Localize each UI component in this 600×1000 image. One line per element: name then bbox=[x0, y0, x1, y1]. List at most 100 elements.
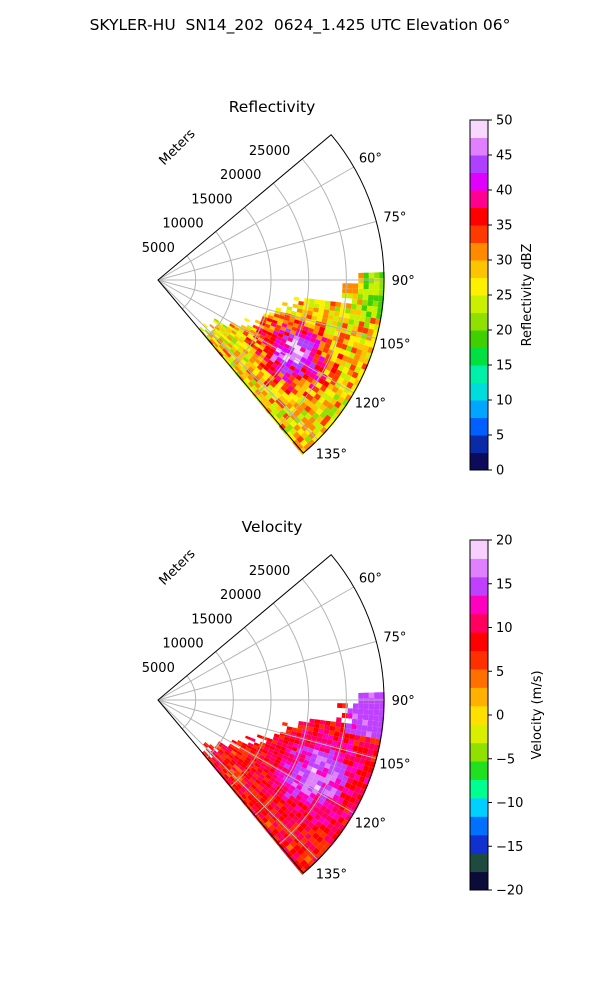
reflectivity-echo-cell bbox=[240, 359, 247, 365]
reflectivity-echo-cell bbox=[270, 387, 278, 395]
reflectivity-echo-cell bbox=[362, 299, 368, 306]
reflectivity-echo-cell bbox=[315, 408, 324, 416]
reflectivity-echo-cell bbox=[264, 371, 272, 378]
reflectivity-echo-cell bbox=[290, 329, 297, 336]
reflectivity-echo-cell bbox=[247, 374, 254, 382]
reflectivity-echo-cell bbox=[300, 366, 308, 374]
range-ring bbox=[254, 182, 310, 396]
reflectivity-echo-cell bbox=[323, 309, 330, 315]
reflectivity-echo-cell bbox=[344, 374, 352, 382]
reflectivity-echo-cell bbox=[339, 307, 346, 313]
reflectivity-echo-cell bbox=[261, 396, 269, 404]
reflectivity-echo-cell bbox=[300, 409, 309, 417]
reflectivity-echo-cell bbox=[311, 379, 319, 387]
reflectivity-echo-cell bbox=[310, 397, 318, 405]
reflectivity-echo-cell bbox=[246, 352, 253, 358]
reflectivity-echo-cell bbox=[313, 307, 319, 313]
reflectivity-echo-cell bbox=[314, 339, 321, 346]
azimuth-tick-label: 120° bbox=[355, 397, 386, 412]
reflectivity-echo-cell bbox=[216, 346, 223, 352]
reflectivity-echo-cell bbox=[335, 341, 343, 349]
reflectivity-echo-cell bbox=[357, 343, 365, 351]
reflectivity-echo-cell bbox=[286, 423, 294, 432]
range-tick-label: 5000 bbox=[142, 241, 175, 256]
reflectivity-echo-cell bbox=[271, 394, 279, 402]
reflectivity-echo-cell bbox=[323, 414, 332, 423]
reflectivity-colorbar: 0 5 10 15 20 25 30 35 40 45 50 bbox=[469, 114, 513, 479]
reflectivity-echo-cell bbox=[348, 376, 357, 384]
reflectivity-echo-cell bbox=[267, 350, 274, 357]
reflectivity-echo-cell bbox=[252, 344, 259, 351]
reflectivity-echo-cell bbox=[307, 327, 314, 334]
reflectivity-echo-cell bbox=[272, 330, 279, 336]
reflectivity-echo-cell bbox=[346, 357, 354, 365]
reflectivity-echo-cell bbox=[322, 347, 330, 354]
reflectivity-echo-cell bbox=[348, 318, 355, 326]
reflectivity-echo-cell bbox=[240, 324, 247, 330]
reflectivity-echo-cell bbox=[222, 324, 228, 329]
reflectivity-echo-cell bbox=[261, 390, 268, 397]
reflectivity-echo-cell bbox=[300, 356, 307, 364]
colorbar-segment bbox=[470, 382, 488, 401]
reflectivity-echo-cell bbox=[248, 381, 255, 388]
azimuth-gridline bbox=[157, 279, 377, 339]
reflectivity-echo-cell bbox=[311, 333, 318, 340]
reflectivity-echo-cell bbox=[351, 303, 357, 310]
reflectivity-echo-cell bbox=[343, 317, 350, 324]
reflectivity-echo-cell bbox=[309, 390, 317, 398]
reflectivity-echo-cell bbox=[366, 305, 373, 312]
reflectivity-echo-cell bbox=[330, 301, 336, 307]
reflectivity-echo-cell bbox=[324, 328, 331, 334]
reflectivity-echo-cell bbox=[215, 340, 221, 347]
reflectivity-echo-cell bbox=[253, 376, 260, 383]
reflectivity-echo-cell bbox=[345, 345, 353, 352]
reflectivity-echo-cell bbox=[283, 316, 290, 322]
reflectivity-echo-cell bbox=[254, 350, 261, 357]
reflectivity-echo-cell bbox=[267, 328, 275, 334]
reflectivity-echo-cell bbox=[298, 387, 306, 395]
reflectivity-echo-cell bbox=[290, 381, 297, 389]
reflectivity-echo-cell bbox=[288, 374, 296, 382]
reflectivity-echo-cell bbox=[285, 340, 292, 346]
reflectivity-echo-cell bbox=[343, 350, 351, 357]
reflectivity-echo-cell bbox=[309, 298, 315, 304]
reflectivity-echo-cell bbox=[301, 343, 308, 350]
reflectivity-echo-cell bbox=[229, 323, 235, 329]
reflectivity-echo-layer bbox=[198, 272, 385, 455]
reflectivity-echo-cell bbox=[243, 371, 250, 378]
reflectivity-echo-cell bbox=[320, 426, 328, 435]
reflectivity-echo-cell bbox=[287, 321, 294, 327]
reflectivity-echo-cell bbox=[330, 355, 337, 363]
reflectivity-echo-cell bbox=[367, 328, 374, 336]
reflectivity-echo-cell bbox=[223, 353, 230, 360]
reflectivity-echo-cell bbox=[268, 397, 276, 405]
reflectivity-echo-cell bbox=[298, 447, 307, 455]
reflectivity-echo-cell bbox=[341, 322, 349, 329]
reflectivity-echo-cell bbox=[225, 344, 232, 351]
reflectivity-echo-cell bbox=[308, 323, 316, 330]
colorbar-tick-label: 25 bbox=[496, 289, 513, 304]
reflectivity-echo-cell bbox=[269, 325, 276, 331]
reflectivity-echo-cell bbox=[304, 435, 312, 444]
colorbar-segment bbox=[470, 347, 488, 366]
reflectivity-echo-cell bbox=[275, 419, 283, 427]
reflectivity-echo-cell bbox=[327, 371, 335, 379]
reflectivity-echo-cell bbox=[281, 322, 288, 328]
reflectivity-echo-cell bbox=[250, 355, 257, 362]
reflectivity-echo-cell bbox=[281, 375, 289, 382]
reflectivity-echo-cell bbox=[236, 363, 243, 370]
reflectivity-echo-cell bbox=[334, 408, 343, 417]
colorbar-segment bbox=[470, 242, 488, 261]
reflectivity-echo-cell bbox=[319, 403, 327, 412]
reflectivity-echo-cell bbox=[234, 342, 241, 348]
reflectivity-echo-cell bbox=[242, 356, 249, 363]
reflectivity-echo-cell bbox=[259, 377, 266, 384]
reflectivity-echo-cell bbox=[322, 332, 329, 339]
reflectivity-echo-cell bbox=[357, 288, 364, 295]
reflectivity-echo-cell bbox=[251, 385, 258, 392]
reflectivity-echo-cell bbox=[356, 361, 364, 369]
reflectivity-echo-cell bbox=[265, 334, 272, 340]
colorbar-tick-label: 15 bbox=[496, 359, 513, 374]
reflectivity-echo-cell bbox=[297, 420, 305, 428]
reflectivity-echo-cell bbox=[288, 333, 295, 339]
